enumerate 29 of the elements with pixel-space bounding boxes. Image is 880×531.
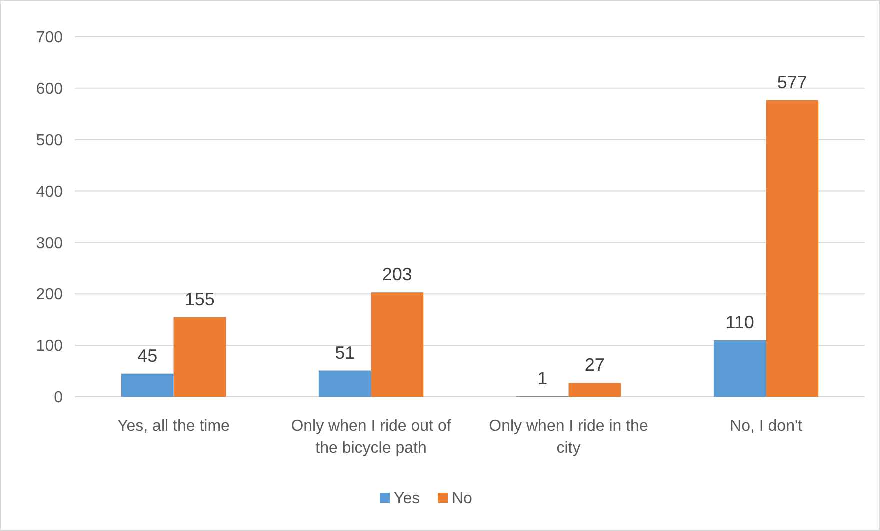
bar — [318, 370, 372, 397]
y-tick-label: 700 — [36, 30, 64, 47]
x-tick-label: No, I don't — [730, 418, 804, 435]
bar — [766, 100, 819, 397]
data-label: 1 — [538, 368, 548, 388]
data-label: 110 — [726, 312, 754, 332]
y-tick-label: 200 — [36, 286, 64, 304]
bar — [568, 383, 622, 397]
data-label: 577 — [777, 72, 808, 92]
bar — [174, 317, 226, 397]
y-tick-label: 0 — [54, 390, 64, 407]
legend-label: Yes — [394, 490, 420, 508]
y-tick-label: 500 — [36, 132, 64, 150]
y-tick-label: 600 — [36, 81, 64, 98]
y-tick-label: 100 — [36, 338, 64, 356]
data-label: 45 — [138, 346, 158, 366]
data-label: 27 — [584, 355, 605, 376]
bar — [714, 340, 766, 397]
bar — [121, 374, 174, 397]
y-tick-label: 400 — [36, 184, 64, 201]
data-label: 203 — [382, 264, 412, 285]
y-tick-label: 300 — [36, 235, 64, 252]
x-tick-label: Only when I ride in the city — [489, 418, 648, 457]
data-label: 51 — [335, 342, 356, 363]
bar — [371, 292, 424, 397]
legend-label: No — [452, 490, 473, 508]
x-tick-label: Only when I ride out of the bicycle path — [291, 418, 452, 457]
data-label: 155 — [184, 289, 215, 310]
x-tick-label: Yes, all the time — [118, 418, 230, 435]
